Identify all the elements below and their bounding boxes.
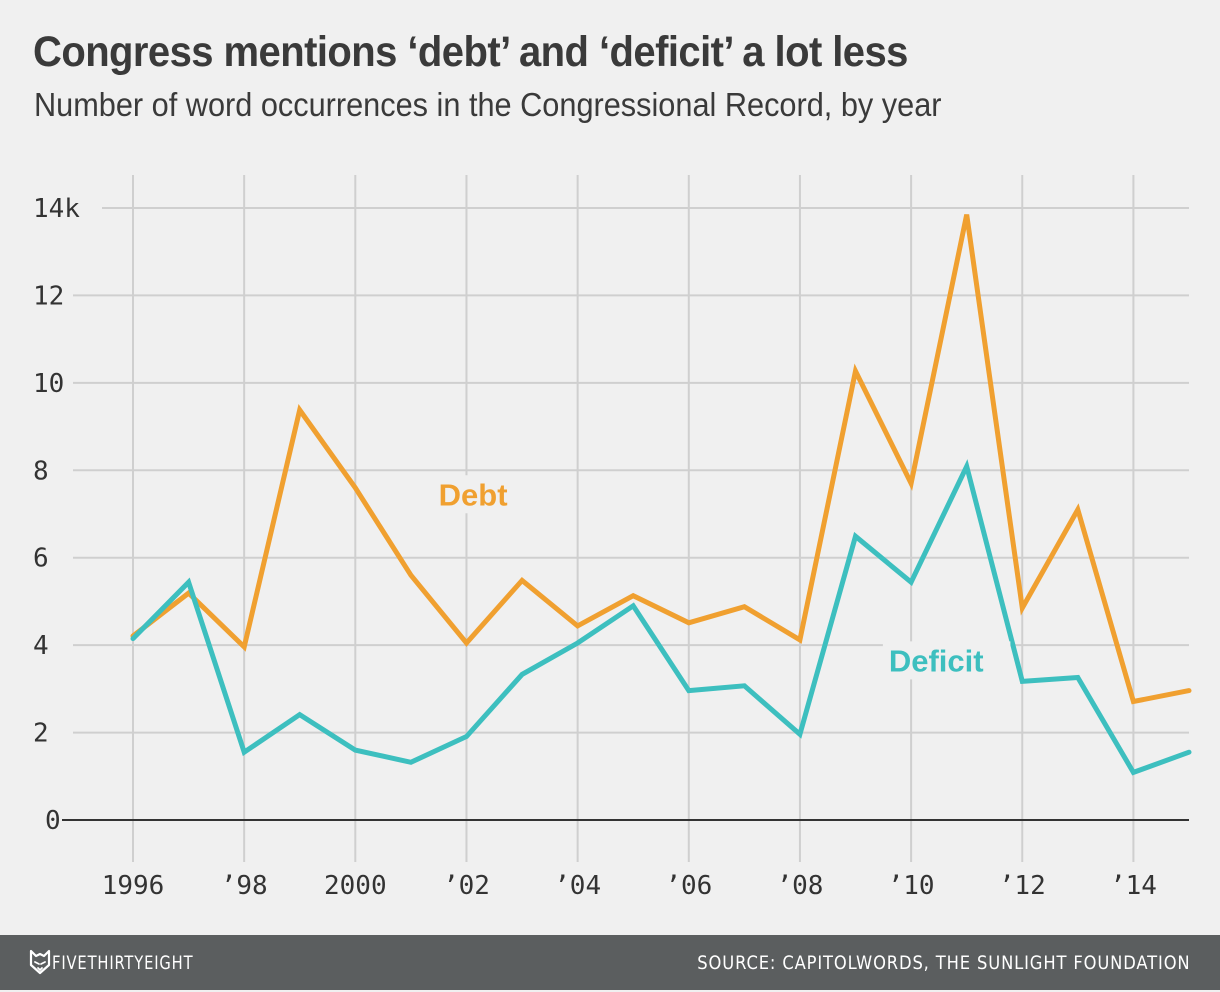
x-tick-label: ’14 (1110, 871, 1157, 901)
x-tick-label: ’06 (665, 871, 712, 901)
chart-title: Congress mentions ‘debt’ and ‘deficit’ a… (33, 28, 908, 76)
series-line-debt (130, 214, 1192, 705)
series-label-debt: Debt (439, 477, 508, 512)
y-tick-label: 10 (33, 369, 64, 399)
label-background (432, 475, 511, 514)
source-credit: SOURCE: CAPITOLWORDS, THE SUNLIGHT FOUND… (696, 952, 1190, 974)
line-chart: 0 2 4 6 8 10 12 14k 1996 ’98 2000 ’02 ’04 ’06 ’08 ’10 ’… (33, 175, 1192, 901)
y-tick-label: 14k (33, 194, 80, 224)
series-labels: Debt Deficit (432, 475, 1011, 680)
y-tick-label: 2 (33, 719, 49, 749)
series-label-deficit: Deficit (889, 643, 984, 678)
series-lines (130, 214, 1192, 776)
x-axis-tick-labels: 1996 ’98 2000 ’02 ’04 ’06 ’08 ’10 ’12 ’14 (102, 871, 1157, 901)
y-tick-label: 6 (33, 544, 49, 574)
series-line-deficit (130, 459, 1192, 776)
fox-icon (29, 949, 51, 975)
y-axis-tick-labels: 0 2 4 6 8 10 12 14k (33, 194, 80, 836)
y-tick-label: 8 (33, 456, 49, 486)
x-tick-label: ’08 (776, 871, 823, 901)
x-tick-label: ’10 (888, 871, 935, 901)
chart-subtitle: Number of word occurrences in the Congre… (34, 86, 942, 123)
vertical-gridlines (132, 175, 1135, 862)
label-background (882, 641, 1011, 680)
x-tick-label: ’02 (443, 871, 490, 901)
x-tick-label: ’12 (999, 871, 1046, 901)
x-tick-label: ’04 (554, 871, 601, 901)
brand-name: FIVETHIRTYEIGHT (52, 952, 194, 974)
y-tick-label: 4 (33, 631, 49, 661)
x-tick-label: 1996 (102, 871, 165, 901)
x-tick-label: 2000 (324, 871, 387, 901)
x-tick-label: ’98 (221, 871, 268, 901)
footer-bar: FIVETHIRTYEIGHT SOURCE: CAPITOLWORDS, TH… (0, 935, 1220, 990)
y-tick-label: 0 (45, 806, 61, 836)
horizontal-gridlines (73, 207, 1189, 734)
y-tick-label: 12 (33, 281, 64, 311)
